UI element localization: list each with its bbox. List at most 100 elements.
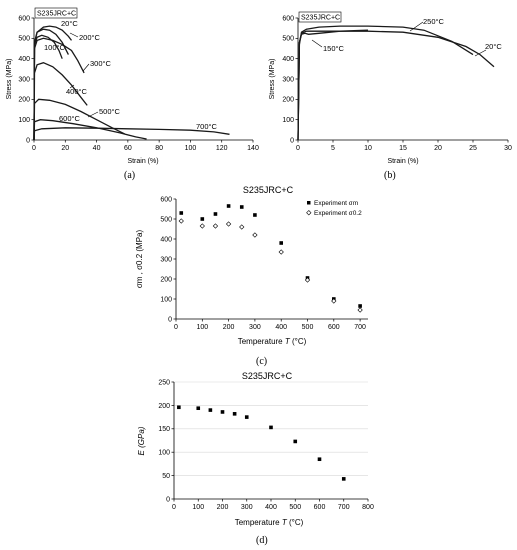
- point-modulus: [196, 406, 201, 411]
- point-modulus: [244, 415, 249, 419]
- chart-d-modulus-vs-temperature: S235JRC+C 0 100 200 300 400 500 600 700 800 0 50 1…: [137, 371, 374, 527]
- y-tick-label: 250: [158, 379, 170, 386]
- label-700C: 700°C: [196, 122, 218, 131]
- x-tick-label: 120: [216, 145, 228, 152]
- chart-d-points: [177, 405, 346, 481]
- leader-20C-b: [474, 49, 487, 57]
- chart-b-stress-strain: 0 5 10 15 20 25 30 0 100 200 300 400 500 600 250°C 1…: [269, 11, 512, 165]
- x-tick-label: 15: [399, 145, 407, 152]
- x-tick-label: 0: [172, 504, 176, 511]
- legend-label-sigma-02: Experiment σ0.2: [314, 210, 362, 217]
- x-tick-label: 140: [247, 145, 259, 152]
- caption-b: (b): [384, 170, 396, 181]
- x-tick-label: 40: [93, 145, 101, 152]
- leader-200C: [69, 32, 79, 38]
- chart-d-title: S235JRC+C: [242, 371, 293, 381]
- series-curve-200C: [33, 28, 69, 141]
- y-tick-label: 300: [160, 256, 172, 263]
- label-150C: 150°C: [323, 44, 345, 53]
- chart-c-legend: Experiment σm Experiment σ0.2: [306, 200, 362, 217]
- point-sigma-02: [278, 249, 284, 255]
- y-tick-label: 200: [18, 97, 30, 104]
- x-tick-label: 25: [469, 145, 477, 152]
- x-tick-label: 400: [265, 504, 277, 511]
- label-200C: 200°C: [79, 33, 101, 42]
- chart-b-axes: [297, 18, 508, 141]
- y-tick-label: 400: [282, 56, 294, 63]
- chart-b-y-axis-label: Stress (MPa): [269, 59, 276, 100]
- label-100C: 100°C: [44, 43, 66, 52]
- chart-a-y-ticks: 0 100 200 300 400 500 600: [18, 15, 34, 144]
- chart-a-curves: [33, 25, 230, 141]
- y-tick-label: 500: [160, 216, 172, 223]
- y-tick-label: 100: [160, 296, 172, 303]
- y-tick-label: 600: [282, 15, 294, 22]
- chart-a-curve-labels: 20°C 200°C 100°C 300°C 400°C 500°C 600°C…: [44, 19, 218, 131]
- caption-d: (d): [256, 535, 268, 546]
- leader-500C: [87, 111, 99, 118]
- x-tick-label: 700: [354, 324, 366, 331]
- label-300C: 300°C: [90, 59, 112, 68]
- chart-d-y-axis-label: E (GPa): [137, 426, 146, 455]
- x-tick-label: 0: [174, 324, 178, 331]
- x-tick-label: 100: [196, 324, 208, 331]
- point-sigma-02: [357, 307, 363, 313]
- y-tick-label: 0: [168, 316, 172, 323]
- legend-label-sigma-m: Experiment σm: [314, 200, 358, 207]
- x-tick-label: 20: [61, 145, 69, 152]
- x-tick-label: 300: [241, 504, 253, 511]
- x-tick-label: 100: [192, 504, 204, 511]
- x-tick-label: 700: [338, 504, 350, 511]
- leader-300C: [82, 63, 90, 72]
- x-tick-label: 300: [249, 324, 261, 331]
- svg-text:S235JRC+C: S235JRC+C: [301, 15, 340, 22]
- point-sigma-02: [304, 277, 311, 283]
- chart-c-title: S235JRC+C: [243, 185, 294, 195]
- x-tick-label: 400: [275, 324, 287, 331]
- series-curve-500C: [33, 98, 125, 141]
- chart-a-box-label: S235JRC+C: [34, 7, 78, 19]
- chart-d-y-ticks: 0 50 100 150 200 250: [158, 379, 174, 503]
- chart-a-x-ticks: 0 20 40 60 80 100 120 140: [32, 140, 259, 152]
- x-tick-label: 0: [296, 145, 300, 152]
- point-modulus: [317, 457, 322, 462]
- leader-250C: [409, 21, 424, 32]
- y-tick-label: 100: [18, 117, 30, 124]
- chart-c-x-axis-label: Temperature T (°C): [238, 337, 307, 346]
- chart-b-y-ticks: 0 100 200 300 400 500 600: [282, 15, 298, 144]
- chart-c-y-ticks: 0 100 200 300 400 500 600: [160, 196, 176, 323]
- chart-c-points: [178, 204, 363, 313]
- y-tick-label: 500: [282, 36, 294, 43]
- series-curve-600C: [33, 119, 147, 141]
- point-modulus: [293, 439, 298, 444]
- y-tick-label: 300: [282, 76, 294, 83]
- label-20C-b: 20°C: [485, 42, 502, 51]
- y-tick-label: 600: [18, 15, 30, 22]
- y-tick-label: 600: [160, 196, 172, 203]
- point-modulus: [341, 477, 346, 481]
- point-sigma-m: [253, 213, 257, 217]
- legend-marker-sigma-m: [307, 201, 311, 205]
- chart-d-x-axis-label: Temperature T (°C): [235, 518, 304, 527]
- point-modulus: [232, 412, 237, 416]
- caption-c: (c): [256, 356, 268, 367]
- point-modulus: [220, 410, 225, 414]
- caption-a: (a): [124, 170, 136, 181]
- chart-c-y-axis-label: σm , σ0.2 (MPa): [135, 230, 144, 289]
- label-600C: 600°C: [59, 114, 81, 123]
- series-curve-700C: [33, 127, 230, 141]
- x-tick-label: 80: [155, 145, 163, 152]
- series-curve-300C: [33, 37, 85, 141]
- label-400C: 400°C: [66, 87, 88, 96]
- svg-text:S235JRC+C: S235JRC+C: [37, 11, 76, 18]
- chart-c-axes: [175, 199, 368, 320]
- label-500C: 500°C: [99, 107, 121, 116]
- chart-c-strength-vs-temperature: S235JRC+C 0 100 200 300 400 500 600 700 0 100 200…: [135, 185, 368, 346]
- point-sigma-02: [331, 298, 337, 304]
- x-tick-label: 5: [331, 145, 335, 152]
- series-curve-250C: [297, 25, 474, 141]
- series-curve-400C: [33, 62, 88, 141]
- chart-a-x-axis-label: Strain (%): [127, 158, 158, 165]
- chart-b-x-ticks: 0 5 10 15 20 25 30: [296, 140, 512, 152]
- leader-150C: [311, 39, 323, 48]
